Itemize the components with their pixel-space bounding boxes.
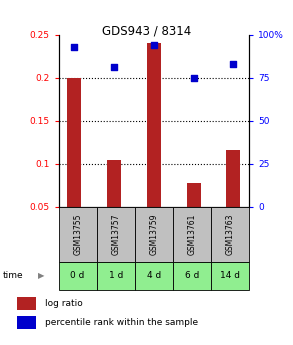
Bar [187,183,201,207]
Text: log ratio: log ratio [45,299,82,308]
Bar [59,262,97,290]
Bar [17,297,36,310]
Bar [147,43,161,207]
Bar [67,78,81,207]
Bar [135,207,173,262]
Text: ▶: ▶ [38,272,45,280]
Bar [59,207,97,262]
Point [231,61,236,67]
Bar [211,207,249,262]
Text: GSM13763: GSM13763 [226,214,234,255]
Bar [211,262,249,290]
Text: 6 d: 6 d [185,272,199,280]
Bar [107,159,121,207]
Text: 4 d: 4 d [147,272,161,280]
Point [151,42,156,48]
Point [112,65,116,70]
Bar [97,262,135,290]
Text: GDS943 / 8314: GDS943 / 8314 [102,24,191,37]
Bar [97,207,135,262]
Point [191,75,196,80]
Bar [17,316,36,329]
Text: GSM13757: GSM13757 [111,214,120,255]
Bar [173,207,211,262]
Text: 1 d: 1 d [108,272,123,280]
Text: 14 d: 14 d [220,272,240,280]
Bar [173,262,211,290]
Text: time: time [3,272,23,280]
Bar [226,150,240,207]
Text: 0 d: 0 d [70,272,85,280]
Bar [135,262,173,290]
Text: percentile rank within the sample: percentile rank within the sample [45,318,198,327]
Text: GSM13755: GSM13755 [73,214,82,255]
Text: GSM13759: GSM13759 [149,214,158,255]
Point [72,44,76,49]
Text: GSM13761: GSM13761 [188,214,196,255]
